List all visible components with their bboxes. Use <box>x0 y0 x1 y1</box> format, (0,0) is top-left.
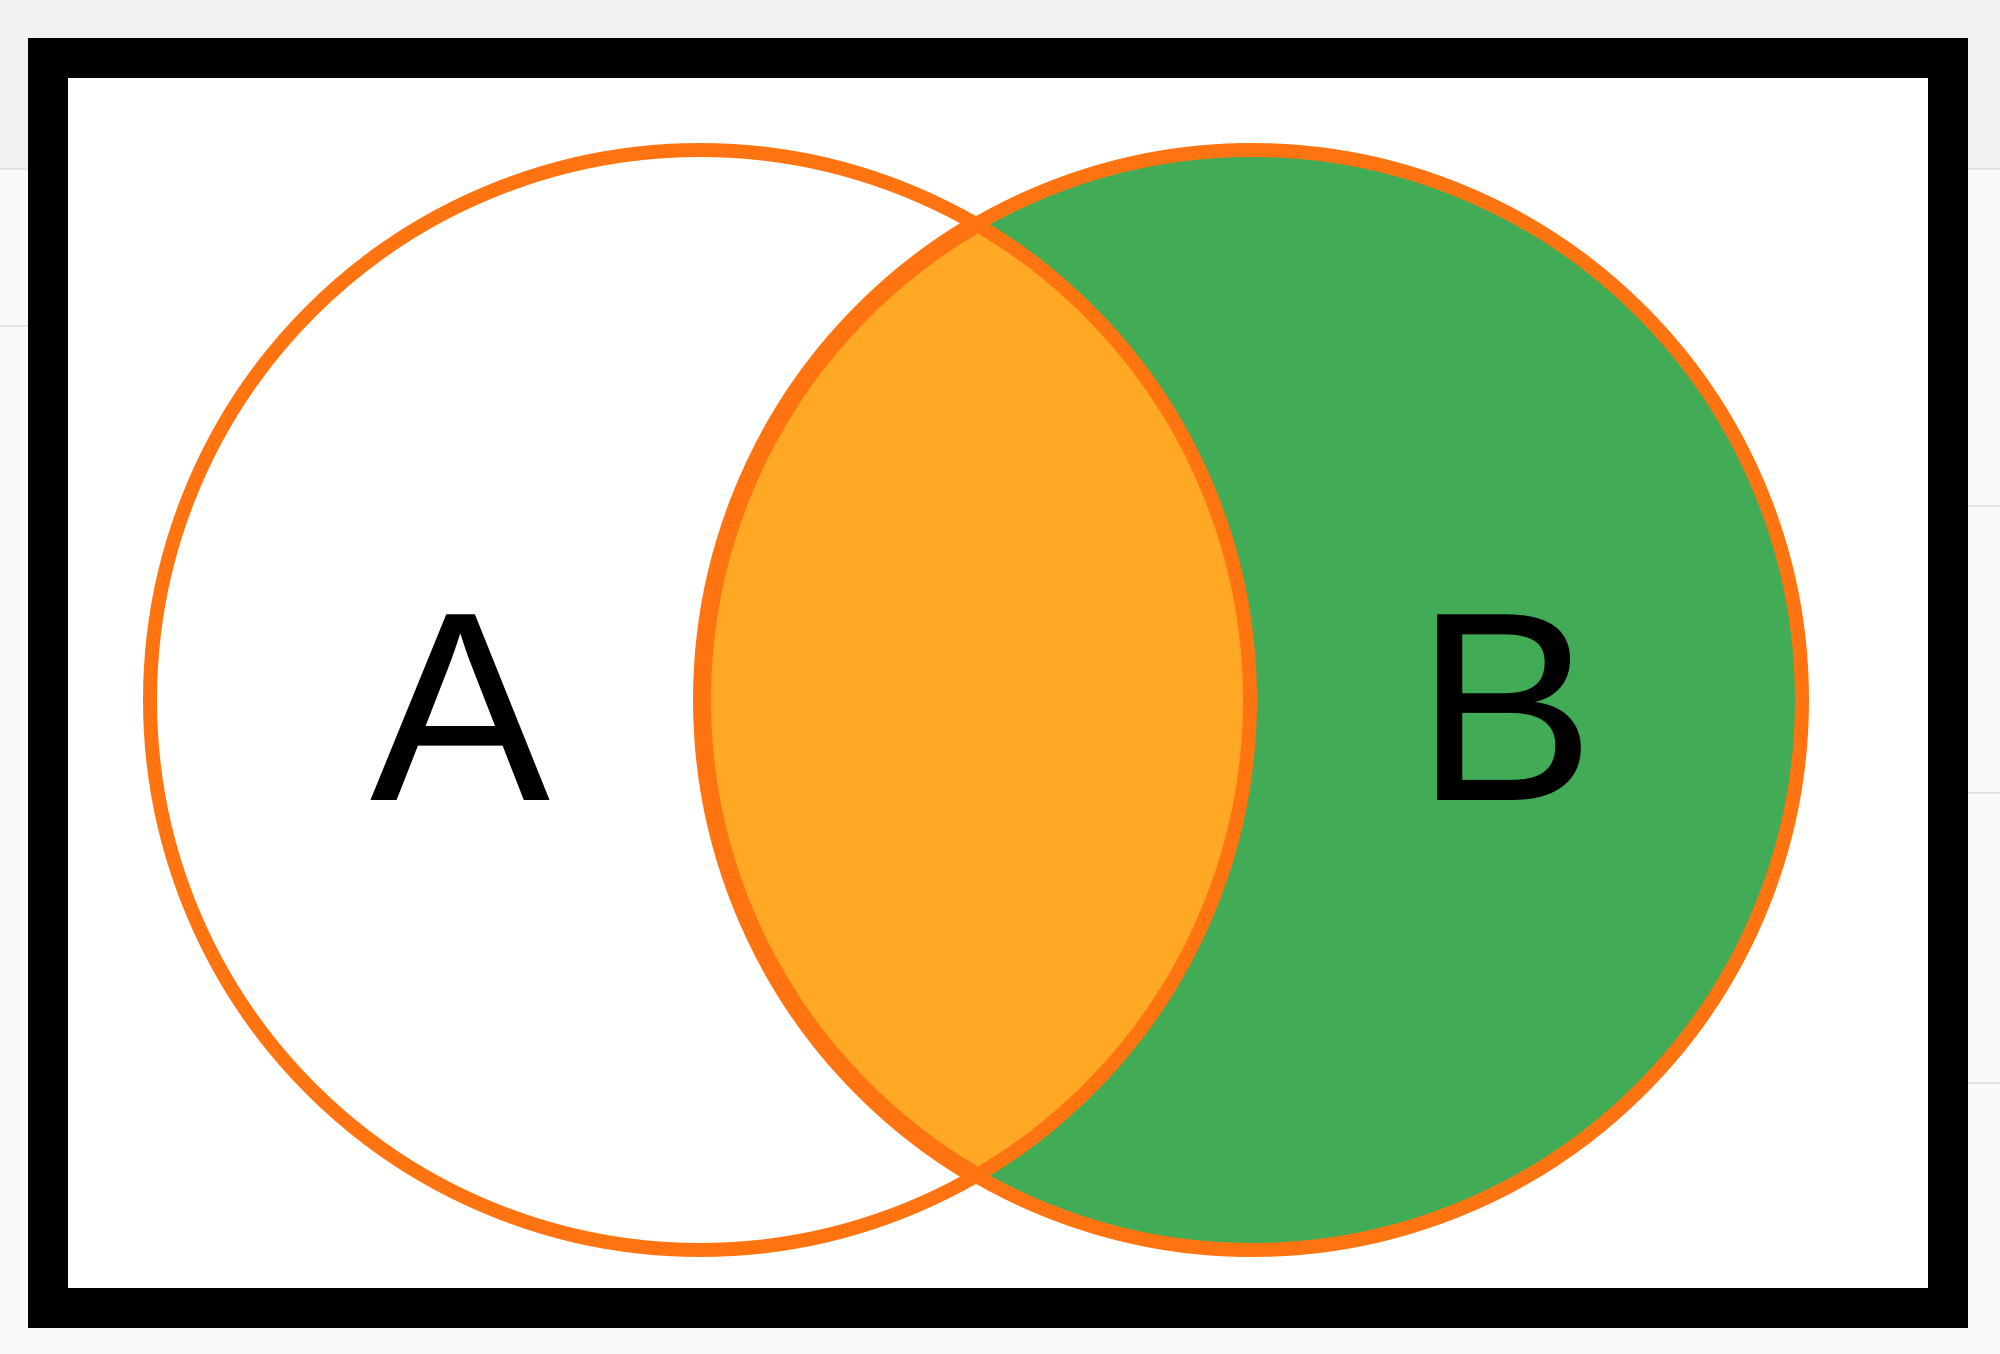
set-a-outline <box>143 143 1257 1257</box>
intersection-region <box>702 150 1250 1250</box>
background-divider <box>1950 505 2000 507</box>
frame-border <box>28 38 1968 1328</box>
set-b-label: B <box>1415 557 1595 858</box>
background-divider <box>1950 792 2000 794</box>
background-divider <box>1950 1082 2000 1084</box>
set-a-label: A <box>370 557 551 858</box>
intersection-outline <box>693 150 1250 1250</box>
